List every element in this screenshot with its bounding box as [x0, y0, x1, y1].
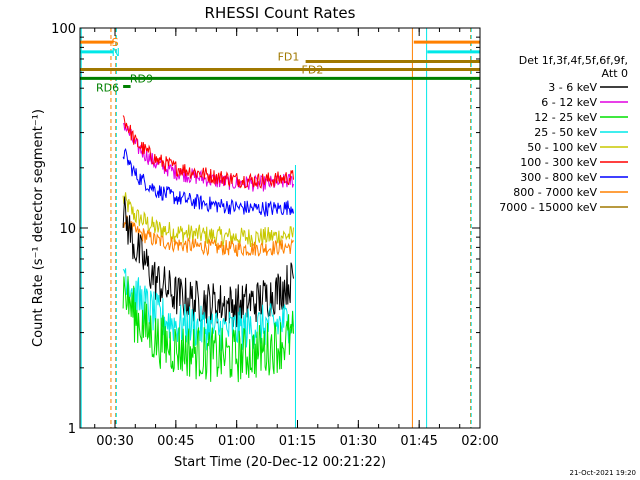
series-line-300-800-kev — [122, 147, 294, 217]
series-line-12-25-kev — [122, 276, 294, 383]
y-tick-label-0: 1 — [68, 422, 76, 437]
series-layer — [122, 115, 294, 383]
y-tick-label-1: 10 — [59, 222, 76, 237]
x-tick-label-1: 00:45 — [157, 434, 194, 449]
legend-label-8: 7000 - 15000 keV — [499, 201, 597, 214]
y-axis-label: Count Rate (s⁻¹ detector segment⁻¹) — [31, 109, 46, 347]
series-line-100-300-kev — [122, 115, 294, 189]
series-line-3-6-kev — [122, 196, 294, 328]
legend-label-1: 6 - 12 keV — [541, 96, 597, 109]
x-tick-label-0: 00:30 — [96, 434, 133, 449]
flag-label-fd1: FD1 — [278, 50, 300, 63]
y-axis: 1 10 100 — [51, 22, 480, 437]
x-tick-label-5: 01:45 — [400, 434, 437, 449]
y-tick-label-2: 100 — [51, 22, 76, 37]
vertical-markers — [80, 28, 472, 428]
flag-label-fd2: FD2 — [302, 64, 324, 77]
series-line-50-100-kev — [122, 192, 294, 248]
legend-label-5: 100 - 300 keV — [520, 156, 597, 169]
legend-label-0: 3 - 6 keV — [548, 81, 597, 94]
flag-label-s: S — [112, 36, 119, 49]
x-tick-label-3: 01:15 — [279, 434, 316, 449]
legend-label-4: 50 - 100 keV — [527, 141, 597, 154]
legend-header-line1: Det 1f,3f,4f,5f,6f,9f, — [519, 54, 628, 67]
flag-label-n: N — [112, 46, 120, 59]
series-line-800-7000-kev — [122, 215, 294, 257]
chart-title: RHESSI Count Rates — [205, 4, 356, 22]
legend-header-line2: Att 0 — [602, 67, 628, 80]
legend-label-3: 25 - 50 keV — [534, 126, 597, 139]
legend-label-6: 300 - 800 keV — [520, 171, 597, 184]
flag-label-rd9: RD9 — [130, 72, 153, 85]
footer-timestamp: 21-Oct-2021 19:20 — [570, 469, 636, 477]
x-tick-label-4: 01:30 — [340, 434, 377, 449]
series-line-6-12-kev — [122, 122, 294, 192]
flag-label-rd6: RD6 — [96, 81, 119, 94]
legend-label-2: 12 - 25 keV — [534, 111, 597, 124]
legend-label-7: 800 - 7000 keV — [513, 186, 597, 199]
x-axis-label: Start Time (20-Dec-12 00:21:22) — [174, 455, 386, 470]
legend: Det 1f,3f,4f,5f,6f,9f, Att 0 3 - 6 keV 6 … — [499, 54, 628, 214]
x-axis: 00:30 00:45 01:00 01:15 01:30 01:45 02:00 — [94, 28, 499, 449]
x-tick-label-2: 01:00 — [218, 434, 255, 449]
x-tick-label-6: 02:00 — [461, 434, 498, 449]
